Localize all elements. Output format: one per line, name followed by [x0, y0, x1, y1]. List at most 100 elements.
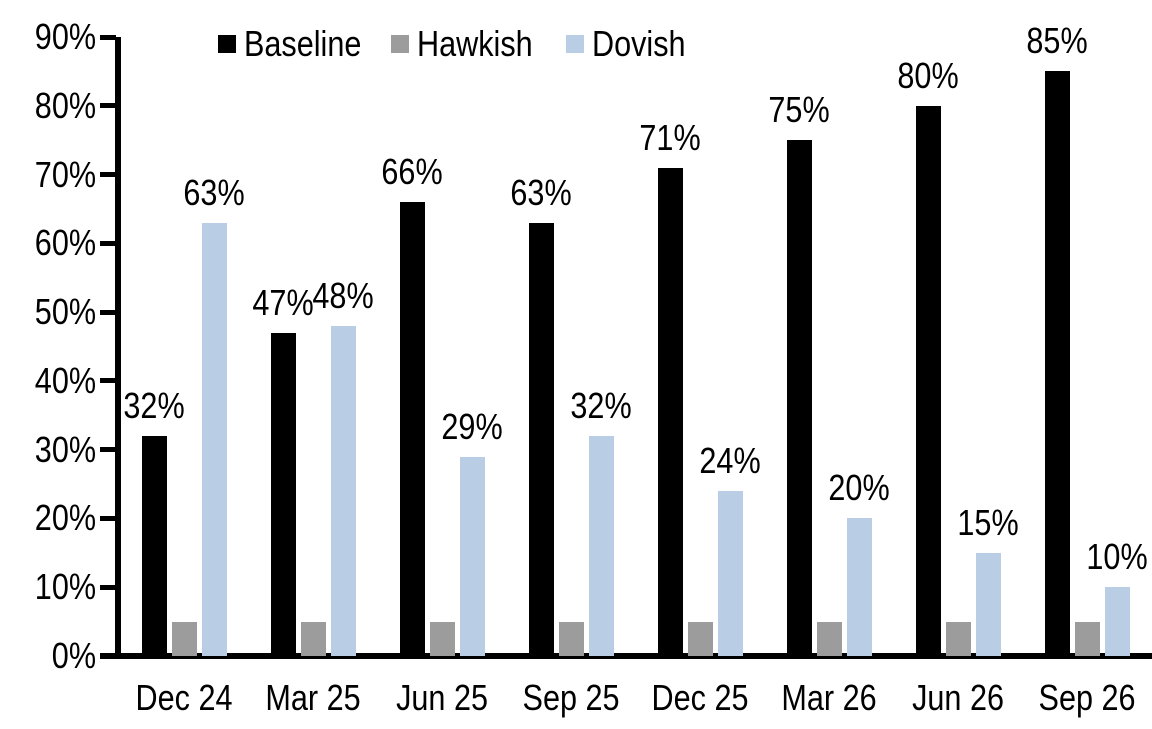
data-label: 75%: [740, 92, 860, 128]
y-tick-label: 60%: [0, 225, 96, 261]
text: 10%: [1086, 536, 1149, 578]
text: Baseline: [244, 23, 362, 64]
bar-hawkish: [172, 621, 197, 656]
text: 20%: [34, 497, 96, 539]
data-label: 47%: [224, 281, 344, 323]
legend-label: Baseline: [244, 26, 382, 62]
bar-hawkish: [688, 621, 713, 656]
bar-group: 47% 48%: [249, 37, 378, 656]
legend-item-baseline: Baseline: [218, 26, 382, 62]
text: Jun 26: [912, 677, 1005, 718]
text: 47%: [252, 281, 315, 323]
x-tick-label: Dec 24: [120, 680, 249, 716]
bar-dovish: [202, 222, 227, 656]
x-tick-label: Jun 26: [894, 680, 1023, 716]
data-label: 48%: [284, 274, 404, 316]
text: 10%: [34, 566, 96, 608]
bar-hawkish: [301, 621, 326, 656]
bar-group: 66% 29%: [378, 37, 507, 656]
y-tick: [100, 103, 116, 109]
y-tick: [100, 653, 116, 659]
data-label: 29%: [413, 405, 533, 447]
y-tick: [100, 584, 116, 590]
bar-dovish: [589, 435, 614, 656]
bar-hawkish: [559, 621, 584, 656]
bar-dovish: [1105, 587, 1130, 656]
bar-baseline: [916, 105, 941, 656]
y-tick-label: 0%: [0, 638, 96, 674]
text: 48%: [312, 274, 375, 316]
text: 15%: [957, 501, 1020, 543]
legend-swatch-icon: [218, 35, 236, 53]
y-tick-label: 30%: [0, 428, 96, 470]
text: 60%: [34, 222, 96, 264]
bar-baseline: [142, 435, 167, 656]
legend-label: Hawkish: [417, 26, 553, 62]
text: 63%: [183, 171, 246, 213]
x-tick-label: Sep 25: [507, 680, 636, 716]
data-label: 63%: [155, 171, 275, 213]
y-tick: [100, 447, 116, 453]
data-label: 24%: [671, 439, 791, 481]
bar-group: 85% 10%: [1023, 23, 1152, 656]
bar-baseline: [787, 140, 812, 656]
y-tick: [100, 378, 116, 384]
text: 20%: [828, 467, 891, 509]
text: Mar 25: [265, 677, 362, 718]
bar-dovish: [718, 490, 743, 656]
bar-hawkish: [1075, 621, 1100, 656]
data-label: 63%: [482, 171, 602, 213]
bar-hawkish: [430, 621, 455, 656]
text: 90%: [34, 16, 96, 57]
bar-group: 32% 63%: [120, 37, 249, 656]
plot-area: 32% 63% 47% 48% 66% 29% 63% 32% 71% 24% 75% 20% 80% 1…: [120, 23, 1152, 656]
bar-dovish: [331, 325, 356, 656]
x-axis-line: [100, 653, 1152, 659]
text: 30%: [34, 428, 96, 470]
bar-hawkish: [817, 621, 842, 656]
bar-dovish: [976, 552, 1001, 656]
y-tick-label: 50%: [0, 294, 96, 330]
data-label: 10%: [1058, 539, 1152, 575]
text: Dec 25: [652, 677, 749, 718]
x-tick-label: Jun 25: [378, 680, 507, 716]
data-label: 66%: [353, 154, 473, 190]
text: 40%: [34, 359, 96, 401]
x-tick-label: Mar 26: [765, 680, 894, 716]
y-tick: [100, 309, 116, 315]
bar-group: 71% 24%: [636, 37, 765, 656]
text: 71%: [639, 116, 702, 158]
text: Sep 26: [1038, 677, 1136, 718]
data-label: 32%: [542, 387, 662, 424]
text: 0%: [51, 635, 96, 676]
text: 29%: [441, 405, 504, 447]
text: Dec 24: [136, 677, 233, 718]
data-label: 20%: [800, 470, 920, 506]
x-tick-label: Mar 25: [249, 680, 378, 716]
text: Sep 25: [522, 677, 620, 718]
x-tick-label: Dec 25: [636, 680, 765, 716]
y-tick: [100, 515, 116, 521]
y-tick-label: 90%: [0, 19, 96, 55]
bar-dovish: [847, 518, 872, 656]
legend-swatch-icon: [391, 35, 409, 53]
y-tick: [100, 172, 116, 178]
y-axis-line: [115, 37, 121, 659]
text: Dovish: [592, 23, 686, 64]
data-label: 80%: [869, 57, 989, 94]
text: 50%: [34, 291, 96, 333]
text: 24%: [699, 439, 762, 481]
text: Mar 26: [781, 677, 878, 718]
bar-group: 75% 20%: [765, 37, 894, 656]
legend-item-dovish: Dovish: [566, 26, 702, 62]
text: 63%: [510, 171, 573, 213]
bar-baseline: [1045, 71, 1070, 656]
bar-baseline: [529, 222, 554, 656]
x-tick-label: Sep 26: [1023, 680, 1152, 716]
bar-baseline: [271, 332, 296, 656]
bar-baseline: [400, 202, 425, 656]
text: Jun 25: [396, 677, 489, 718]
text: Hawkish: [417, 23, 533, 64]
bar-hawkish: [946, 621, 971, 656]
